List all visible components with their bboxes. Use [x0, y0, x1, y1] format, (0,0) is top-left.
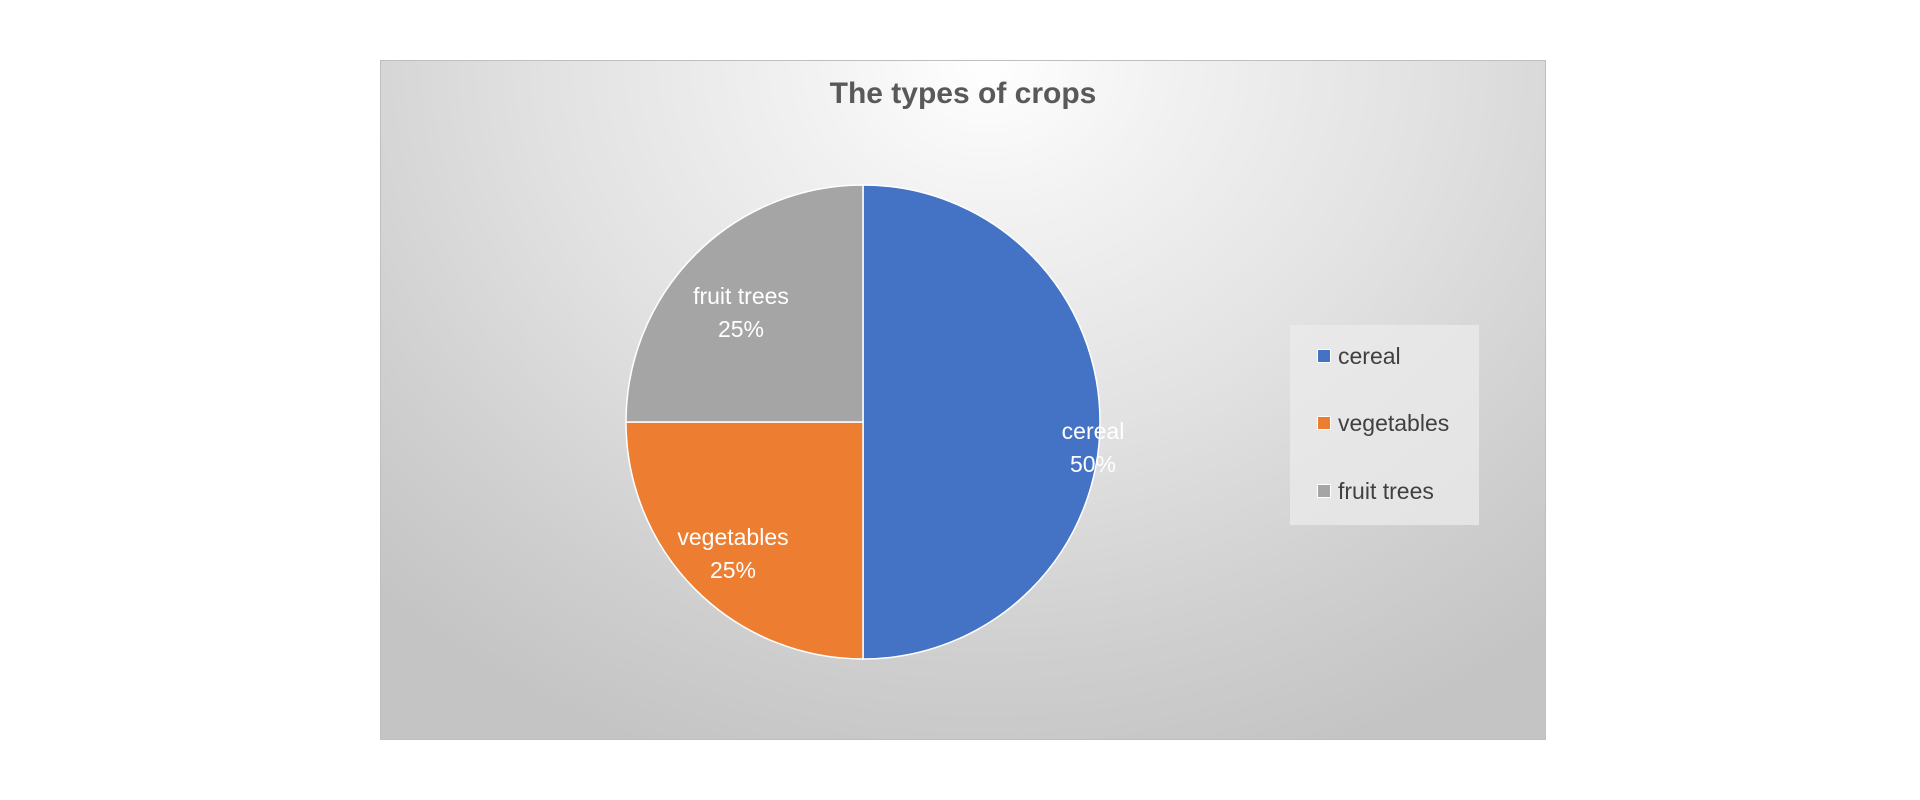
legend-item-vegetables[interactable]: vegetables	[1317, 408, 1449, 438]
data-label-vegetables-name: vegetables	[677, 524, 789, 550]
data-label-cereal-name: cereal	[1061, 418, 1125, 444]
data-label-vegetables-percent: 25%	[709, 557, 757, 583]
legend-label: cereal	[1338, 342, 1401, 369]
data-label-vegetables[interactable]: vegetables 25%	[677, 521, 788, 587]
chart-title[interactable]: The types of crops	[829, 77, 1097, 110]
legend-label: fruit trees	[1338, 477, 1434, 504]
chart-area[interactable]: The types of crops cereal 50% vegetables…	[380, 60, 1546, 740]
data-label-fruit-trees[interactable]: fruit trees 25%	[693, 280, 789, 346]
pie-chart	[625, 184, 1101, 660]
data-label-cereal[interactable]: cereal 50%	[1062, 415, 1125, 481]
legend-label: vegetables	[1338, 409, 1450, 436]
legend-item-fruit-trees[interactable]: fruit trees	[1317, 476, 1434, 506]
legend-item-cereal[interactable]: cereal	[1317, 341, 1401, 371]
legend-swatch-icon	[1317, 349, 1331, 363]
pie-slice-fruit-trees[interactable]	[625, 184, 864, 423]
chart-legend[interactable]: cereal vegetables fruit trees	[1290, 325, 1479, 525]
data-label-fruit-trees-name: fruit trees	[693, 283, 789, 309]
pie-slice-vegetables[interactable]	[625, 421, 864, 660]
data-label-fruit-trees-percent: 25%	[717, 316, 765, 342]
legend-swatch-icon	[1317, 416, 1331, 430]
pie-slice-cereal[interactable]	[862, 184, 1101, 660]
data-label-cereal-percent: 50%	[1069, 451, 1117, 477]
legend-swatch-icon	[1317, 484, 1331, 498]
